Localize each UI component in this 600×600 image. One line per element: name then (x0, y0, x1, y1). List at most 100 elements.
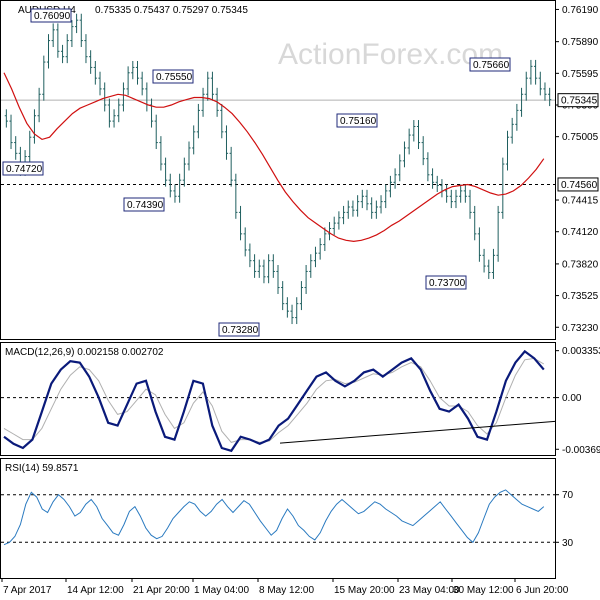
x-tick-label: 14 Apr 12:00 (67, 585, 124, 596)
price-bar (393, 168, 397, 189)
x-tick-label: 21 Apr 20:00 (133, 585, 190, 596)
current-price-label: 0.75345 (557, 93, 599, 108)
annotation-box (152, 69, 194, 84)
price-bar (463, 184, 467, 203)
price-bar (46, 34, 51, 69)
annotation-box (123, 197, 165, 212)
y-tick-label: 0.74415 (562, 196, 599, 207)
price-bar (201, 87, 205, 117)
price-bar (327, 222, 332, 241)
price-annotation: 0.75160 (336, 113, 378, 128)
price-bar (402, 141, 407, 168)
price-bar (285, 297, 289, 318)
annotation-text: 0.74390 (127, 200, 164, 211)
price-bar (135, 60, 140, 85)
price-bar (529, 59, 533, 85)
price-bar (379, 195, 383, 214)
annotation-text: 0.73700 (429, 278, 466, 289)
x-tick-label: 30 May 12:00 (453, 585, 514, 596)
price-bar (515, 103, 519, 131)
price-bar (304, 264, 308, 294)
price-bar (360, 189, 364, 209)
macd-layer (1, 349, 556, 453)
price-annotation: 0.74390 (123, 197, 165, 212)
macd-title: MACD(12,26,9) 0.002158 0.002702 (5, 347, 164, 358)
price-bar (487, 259, 491, 279)
price-bar (257, 259, 261, 278)
macd-panel (0, 342, 556, 456)
x-tick-label: 8 May 12:00 (259, 585, 314, 596)
price-bar (267, 254, 271, 284)
price-bar (276, 264, 280, 294)
annotation-box (30, 8, 72, 23)
price-bar (468, 189, 472, 219)
rsi-title: RSI(14) 59.8571 (5, 463, 79, 474)
price-bar (473, 205, 477, 241)
rsi-line (3, 489, 545, 546)
price-bar (79, 13, 83, 48)
price-bar (93, 60, 97, 85)
price-bar (131, 60, 135, 80)
price-bar (107, 98, 111, 128)
price-bar (70, 20, 74, 48)
y-tick-label: 0.76190 (562, 5, 599, 16)
price-bar (482, 248, 486, 273)
y-tick-label: 0.74120 (562, 227, 599, 238)
price-bar (117, 98, 121, 123)
annotation-text: 0.75660 (473, 60, 510, 71)
price-bar (243, 227, 247, 257)
price-bar (37, 87, 41, 123)
price-bar (159, 136, 163, 171)
price-bar (426, 152, 430, 182)
price-bar (234, 173, 238, 219)
price-bar (407, 128, 411, 155)
annotation-box (469, 57, 511, 72)
price-bar (60, 44, 65, 64)
price-bar (454, 189, 458, 209)
price-bar (271, 254, 275, 278)
price-bar (524, 71, 528, 101)
y-tick-label: 0.73230 (562, 323, 599, 334)
price-bar (112, 109, 116, 128)
y-tick-label: -0.003691 (562, 445, 600, 456)
price-bar (351, 200, 355, 217)
price-bar (238, 205, 243, 241)
price-bar (323, 227, 327, 252)
rsi-layer (1, 489, 555, 546)
price-bar (501, 157, 505, 219)
axis-label-text: 0.75345 (561, 96, 598, 107)
y-tick-label: 0.75005 (562, 132, 599, 143)
price-bar (430, 168, 435, 189)
x-tick-label: 1 May 04:00 (194, 585, 249, 596)
price-bar (538, 71, 542, 96)
x-tick-label: 7 Apr 2017 (3, 585, 52, 596)
price-bar (543, 82, 547, 101)
price-layer: 0.76090 0.74720 0.75550 0.74390 0.73280 0.751… (1, 8, 555, 337)
price-bar (229, 146, 233, 187)
price-bar (14, 136, 18, 160)
price-bar (248, 243, 252, 268)
price-bar (309, 254, 313, 278)
price-bar (510, 117, 514, 144)
price-annotation: 0.75660 (469, 57, 511, 72)
price-bar (84, 34, 88, 64)
price-bar (388, 175, 393, 198)
price-bar (421, 136, 425, 166)
moving-average-line (3, 72, 545, 243)
watermark: ActionForex.com (278, 38, 503, 71)
price-bar (9, 114, 13, 150)
price-bar (398, 154, 402, 182)
price-bar (121, 82, 126, 112)
price-bar (89, 50, 93, 74)
price-bar (192, 125, 196, 155)
price-bar (252, 254, 257, 278)
price-bar (126, 66, 130, 96)
price-bar (65, 34, 69, 64)
price-bar (140, 71, 144, 96)
price-bar (290, 304, 294, 325)
price-bar (220, 103, 224, 139)
macd-axis: 0.003353 0.00 -0.003691 (555, 346, 600, 456)
x-axis: 7 Apr 2017 14 Apr 12:00 21 Apr 20:00 1 May … (1, 578, 569, 596)
price-bar (519, 87, 524, 117)
rsi-panel (0, 458, 556, 579)
